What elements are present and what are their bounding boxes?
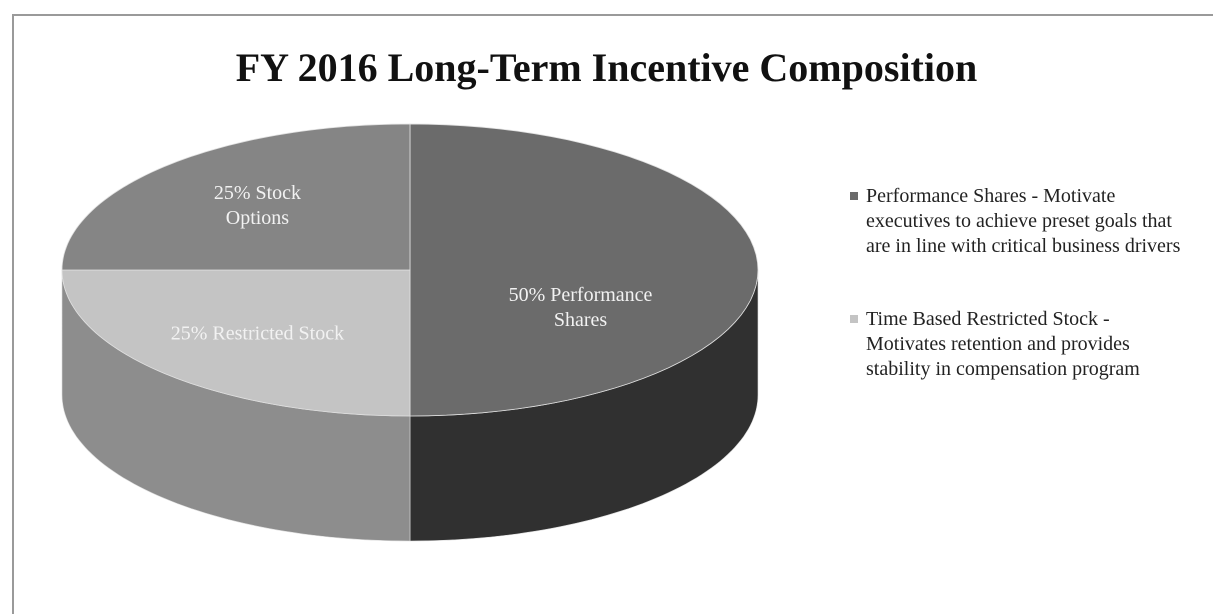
pie-chart (61, 123, 759, 542)
legend: Performance Shares - Motivate executives… (848, 184, 1193, 430)
slice (61, 123, 411, 271)
legend-label: Time Based Restricted Stock - Motivates … (866, 308, 1140, 380)
legend-item: Performance Shares - Motivate executives… (848, 184, 1193, 259)
chart-frame (12, 14, 1213, 614)
legend-item: Time Based Restricted Stock - Motivates … (848, 307, 1193, 382)
chart-title: FY 2016 Long-Term Incentive Composition (235, 45, 978, 90)
legend-label: Performance Shares - Motivate executives… (866, 185, 1181, 257)
legend-swatch (850, 192, 858, 200)
slice (61, 269, 411, 417)
slice (409, 123, 759, 417)
data-label: 25% Restricted Stock (170, 322, 345, 345)
data-label: 25% Stock Options (213, 181, 302, 229)
legend-swatch (850, 315, 858, 323)
data-label: 50% Performance Shares (508, 284, 653, 331)
